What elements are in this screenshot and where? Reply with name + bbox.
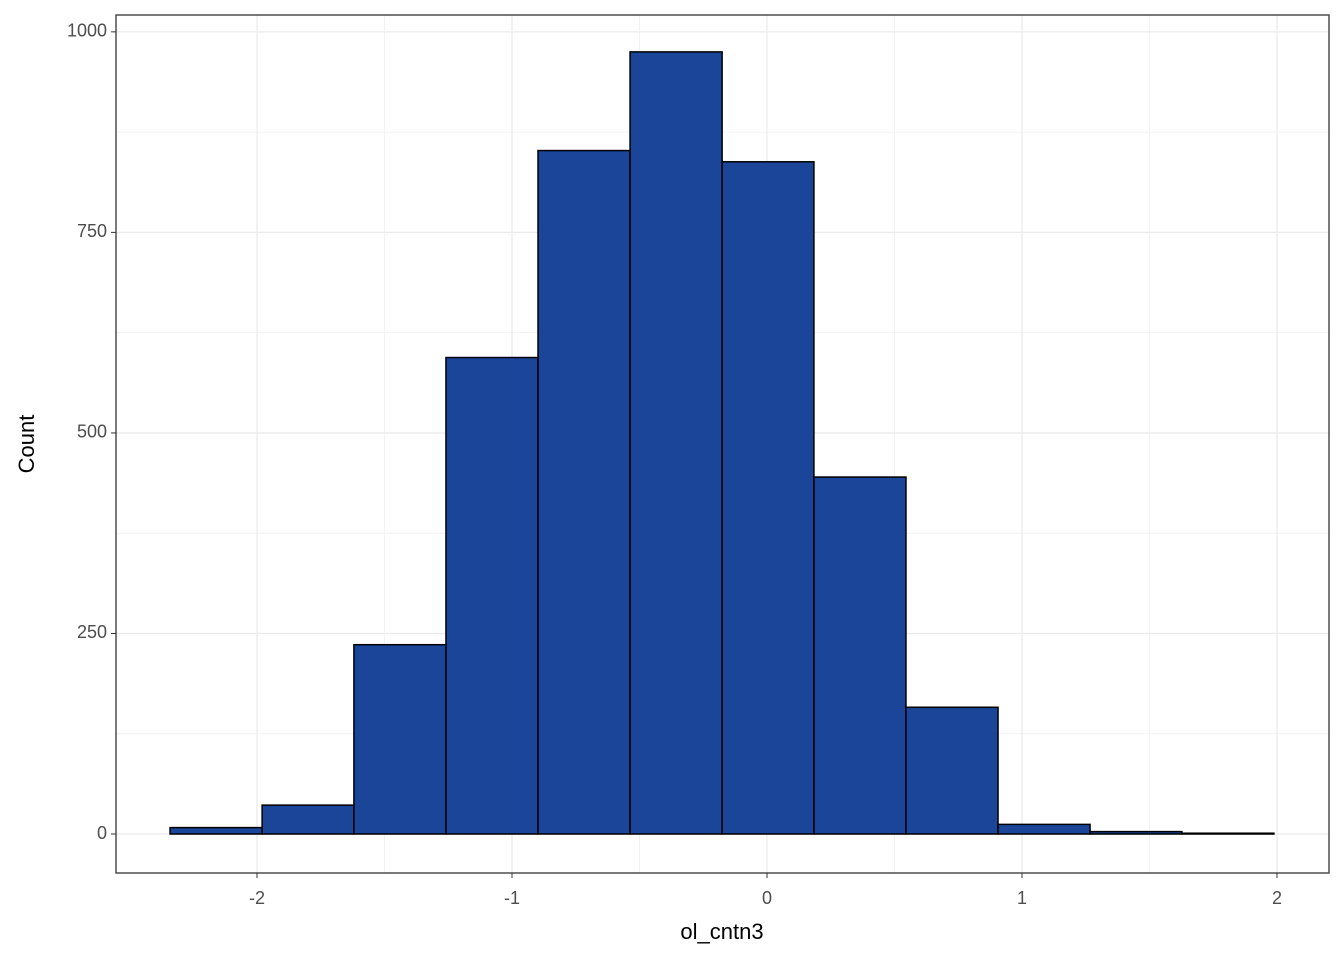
bar [261,804,355,835]
bar [629,51,723,835]
y-tick-label: 0 [97,823,107,843]
y-axis-title: Count [14,415,39,474]
x-tick-label: 2 [1272,888,1282,908]
bar [721,161,815,835]
bar [445,356,539,835]
x-tick-label: -1 [504,888,520,908]
bar [353,643,447,835]
x-tick-label: -2 [249,888,265,908]
x-tick-label: 1 [1017,888,1027,908]
bar [169,826,263,835]
x-tick-label: 0 [762,888,772,908]
bar [1181,832,1275,835]
bar [997,823,1091,835]
bar [1089,830,1183,835]
y-tick-label: 250 [77,622,107,642]
x-axis-title: ol_cntn3 [680,919,763,944]
panel-border [115,14,1330,874]
y-tick-label: 500 [77,422,107,442]
bar [813,476,907,835]
bar [905,706,999,835]
bar [537,149,631,835]
y-tick-label: 1000 [67,21,107,41]
y-tick-label: 750 [77,221,107,241]
